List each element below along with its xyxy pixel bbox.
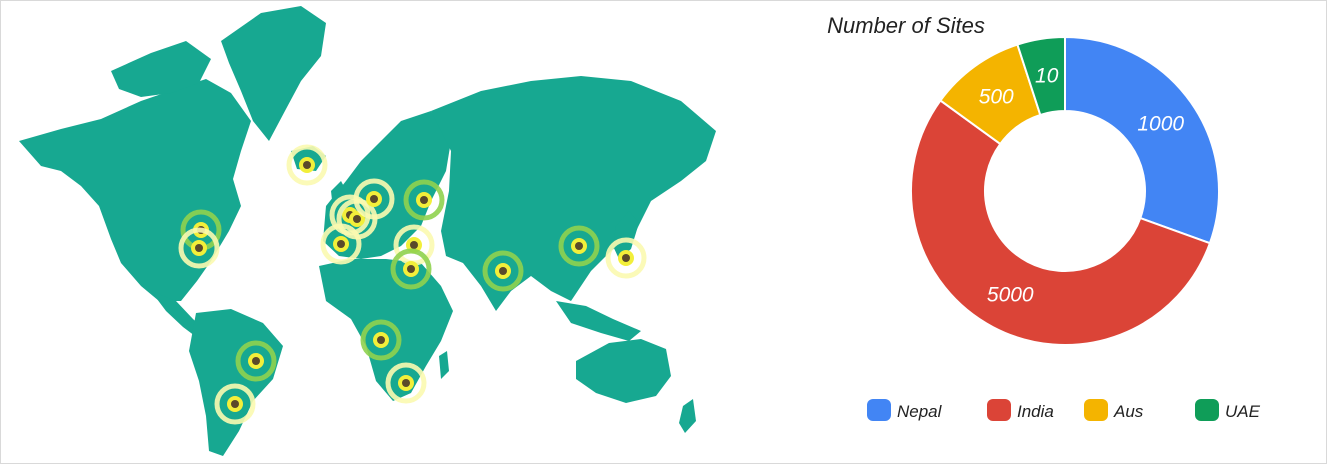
marker-halo (178, 227, 220, 269)
marker-core (407, 265, 415, 273)
donut-slice-india[interactable] (910, 99, 1212, 346)
site-marker[interactable] (360, 319, 402, 361)
site-marker[interactable] (353, 178, 395, 220)
marker-core (303, 161, 311, 169)
marker-halo (558, 225, 600, 267)
marker-core (622, 254, 630, 262)
greenland-shape (221, 6, 326, 141)
south-america-shape (189, 309, 283, 456)
africa-shape (319, 259, 453, 401)
marker-core (402, 379, 410, 387)
legend-item-uae[interactable]: UAE (1195, 399, 1261, 421)
slice-label-india: 5000 (987, 283, 1034, 306)
marker-core (410, 241, 418, 249)
donut-slice-uae[interactable] (1016, 35, 1066, 117)
site-marker[interactable] (286, 144, 328, 186)
central-america-shape (151, 291, 206, 339)
marker-halo (403, 179, 445, 221)
marker-halo (353, 178, 395, 220)
slice-label-aus: 500 (979, 85, 1014, 108)
marker-core (575, 242, 583, 250)
marker-core (377, 336, 385, 344)
marker-halo (214, 383, 256, 425)
slice-label-uae: 10 (1035, 64, 1059, 87)
marker-core (420, 196, 428, 204)
legend-swatch (1195, 399, 1219, 421)
site-marker[interactable] (214, 383, 256, 425)
site-marker[interactable] (178, 227, 220, 269)
site-marker[interactable] (558, 225, 600, 267)
marker-halo (385, 362, 427, 404)
marker-core (231, 400, 239, 408)
new-zealand-shape (679, 399, 696, 433)
legend-item-nepal[interactable]: Nepal (867, 399, 943, 421)
donut-slice-nepal[interactable] (1064, 35, 1220, 245)
site-marker[interactable] (403, 179, 445, 221)
site-marker[interactable] (385, 362, 427, 404)
marker-halo (605, 237, 647, 279)
site-marker[interactable] (482, 250, 524, 292)
site-marker[interactable] (605, 237, 647, 279)
marker-core (195, 244, 203, 252)
donut-chart: 1000 5000 500 10 Nepal India Aus UAE (867, 35, 1261, 421)
north-america-shape (19, 79, 251, 301)
canada-arctic-islands (111, 41, 211, 97)
chart-title: Number of Sites (827, 13, 985, 38)
site-markers-layer (178, 144, 647, 425)
japan-shape (613, 211, 639, 259)
marker-core (499, 267, 507, 275)
marker-halo (482, 250, 524, 292)
australia-shape (576, 339, 671, 403)
madagascar-shape (439, 351, 449, 379)
legend-swatch (1084, 399, 1108, 421)
legend-label: Aus (1113, 402, 1144, 421)
legend-label: UAE (1225, 402, 1261, 421)
world-map (19, 6, 716, 456)
legend-item-india[interactable]: India (987, 399, 1054, 421)
chart-panel: Number of Sites 1000 5000 500 10 Nepal India A… (761, 1, 1327, 463)
marker-core (370, 195, 378, 203)
legend-item-aus[interactable]: Aus (1084, 399, 1144, 421)
marker-halo (235, 340, 277, 382)
legend-label: India (1017, 402, 1054, 421)
site-marker[interactable] (235, 340, 277, 382)
marker-core (353, 215, 361, 223)
asia-shape (431, 76, 716, 311)
slice-label-nepal: 1000 (1137, 113, 1184, 136)
marker-halo (286, 144, 328, 186)
world-map-panel (1, 1, 761, 463)
southeast-asia-islands (556, 301, 641, 341)
legend-label: Nepal (897, 402, 943, 421)
legend-swatch (867, 399, 891, 421)
site-marker[interactable] (390, 248, 432, 290)
legend-swatch (987, 399, 1011, 421)
marker-core (337, 240, 345, 248)
marker-halo (390, 248, 432, 290)
marker-core (252, 357, 260, 365)
marker-halo (360, 319, 402, 361)
